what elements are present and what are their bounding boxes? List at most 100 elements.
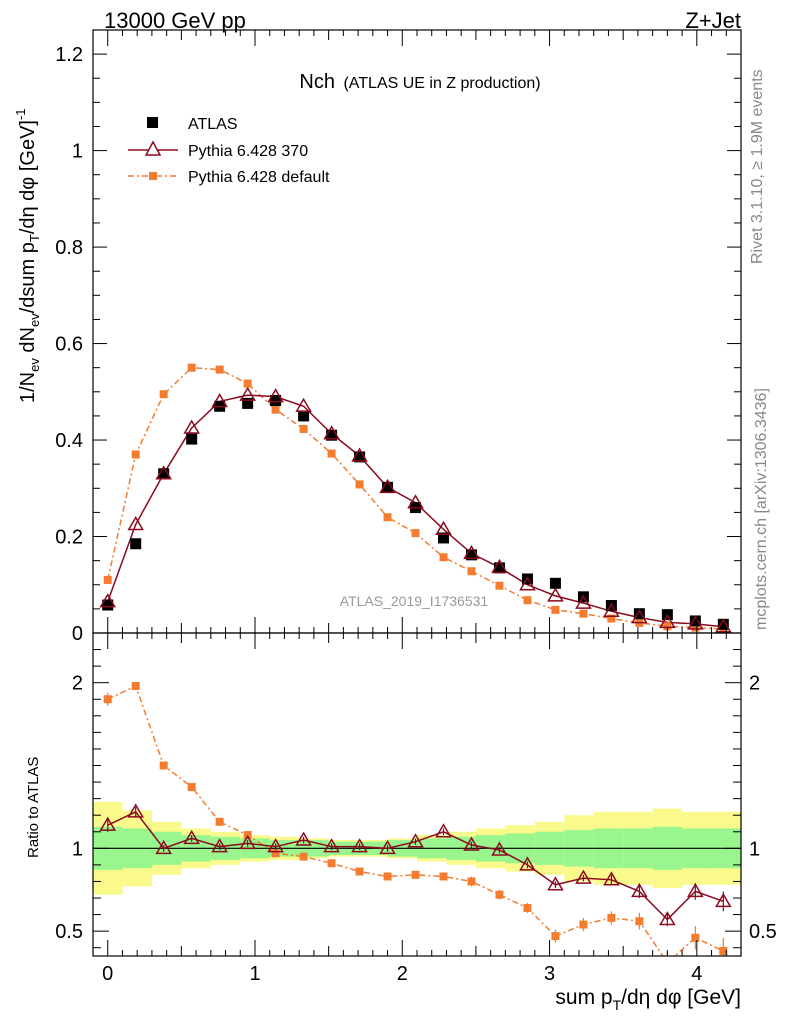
ratio-point-pythia-default: [187, 783, 196, 792]
line-pythia-default: [106, 366, 724, 630]
ratio-point-pythia-default: [495, 890, 504, 899]
ratio-point-pythia-370: [127, 803, 145, 818]
ratio-point-pythia-370: [183, 829, 200, 845]
point-pythia-default: [579, 609, 588, 618]
point-pythia-370: [435, 520, 452, 536]
ratio-point-pythia-370: [463, 836, 480, 851]
ratio-point-pythia-default: [299, 852, 308, 861]
main-y-tick-label: 1: [72, 141, 83, 163]
x-tick-label: 3: [544, 963, 555, 985]
ratio-point-pythia-default: [411, 870, 420, 879]
ratio-point-pythia-default: [215, 817, 224, 826]
legend-label-atlas: ATLAS: [188, 116, 238, 133]
ratio-point-pythia-370: [519, 856, 536, 871]
point-pythia-370: [155, 465, 172, 480]
point-pythia-default: [271, 405, 280, 414]
point-pythia-370: [379, 478, 396, 494]
ratio-panel: 0 1 2 3 4 0.5 0.5 1 1 2 2: [55, 30, 777, 985]
point-atlas: [130, 538, 142, 550]
ratio-y-tick-label-right: 0.5: [749, 921, 777, 943]
point-atlas: [633, 608, 645, 620]
point-pythia-default: [383, 513, 392, 522]
x-axis-label: sum pT/dη dφ [GeV]: [555, 986, 741, 1013]
analysis-watermark: ATLAS_2019_I1736531: [340, 593, 489, 609]
ratio-y-tick-label-right: 1: [749, 838, 760, 860]
point-atlas: [298, 410, 310, 422]
point-pythia-370: [351, 447, 368, 462]
point-pythia-370: [547, 587, 564, 602]
x-tick-label: 4: [691, 963, 702, 985]
legend-label-pdef: Pythia 6.428 default: [188, 169, 330, 186]
point-pythia-370: [715, 618, 732, 633]
ratio-point-pythia-default: [355, 867, 364, 876]
point-pythia-370: [407, 494, 424, 509]
ratio-point-pythia-default: [467, 877, 476, 886]
main-y-tick-label: 1.2: [55, 44, 83, 66]
point-pythia-default: [691, 623, 700, 632]
ratio-point-pythia-370: [491, 841, 508, 856]
point-pythia-370: [323, 425, 340, 440]
point-atlas: [549, 577, 561, 589]
ratio-point-pythia-370: [659, 911, 676, 926]
x-tick-label: 1: [249, 963, 260, 985]
ratio-point-pythia-default: [691, 933, 700, 942]
point-pythia-default: [299, 424, 308, 433]
point-pythia-370: [267, 388, 284, 403]
ratio-point-pythia-370: [267, 838, 284, 853]
main-series: [99, 363, 732, 633]
plot-title-main: Nch: [299, 71, 335, 93]
main-y-axis-label: 1/Nev dNev/dsum pT/dη dφ [GeV]-1: [13, 108, 42, 403]
x-tick-label: 2: [397, 963, 408, 985]
ratio-point-pythia-default: [719, 947, 728, 956]
plot-title: Nch (ATLAS UE in Z production): [299, 71, 540, 93]
ratio-point-pythia-default: [103, 695, 112, 704]
ratio-point-pythia-370: [435, 823, 452, 838]
main-y-tick-label: 0.2: [55, 527, 83, 549]
point-atlas: [438, 532, 450, 544]
point-pythia-default: [551, 605, 560, 614]
point-pythia-370: [99, 593, 117, 608]
ratio-point-pythia-370: [211, 838, 228, 853]
ratio-y-axis: 0.5 0.5 1 1 2 2: [55, 649, 777, 949]
point-atlas: [270, 394, 282, 406]
point-pythia-370: [127, 515, 145, 531]
point-pythia-default: [607, 614, 616, 623]
point-pythia-370: [631, 609, 648, 624]
ratio-point-pythia-default: [523, 903, 532, 912]
point-pythia-default: [467, 567, 476, 576]
ratio-point-pythia-370: [351, 838, 368, 853]
ratio-point-pythia-default: [551, 932, 560, 941]
x-axis: 0 1 2 3 4: [92, 30, 742, 985]
ratio-point-pythia-370: [687, 882, 704, 898]
point-pythia-default: [439, 553, 448, 562]
ratio-y-tick-label-left: 1: [72, 838, 83, 860]
ratio-point-pythia-default: [383, 872, 392, 881]
point-pythia-default: [327, 449, 336, 458]
header-right: Z+Jet: [685, 8, 741, 33]
ratio-point-pythia-370: [603, 871, 620, 886]
ratio-point-pythia-370: [547, 876, 564, 891]
ratio-point-pythia-default: [271, 849, 280, 858]
point-pythia-370: [491, 558, 508, 574]
main-y-tick-label: 0.4: [55, 430, 83, 452]
point-pythia-default: [663, 622, 672, 631]
point-pythia-370: [463, 544, 480, 560]
point-atlas: [242, 397, 254, 409]
ratio-point-pythia-default: [327, 859, 336, 868]
ratio-point-pythia-370: [239, 834, 256, 850]
ratio-point-pythia-370: [379, 839, 396, 855]
point-atlas: [102, 599, 114, 611]
ratio-y-tick-label-left: 0.5: [55, 921, 83, 943]
main-y-tick-label: 0: [72, 623, 83, 645]
ratio-point-pythia-370: [323, 838, 340, 853]
point-pythia-default: [495, 581, 504, 590]
ratio-point-pythia-370: [295, 831, 312, 846]
legend-marker-p370: [144, 140, 162, 156]
point-pythia-370: [239, 386, 256, 401]
legend-marker-atlas: [147, 117, 158, 128]
ratio-y-tick-label-left: 2: [72, 673, 83, 695]
point-atlas: [717, 618, 729, 630]
ratio-series: [99, 682, 732, 956]
ratio-point-pythia-370: [575, 869, 592, 884]
